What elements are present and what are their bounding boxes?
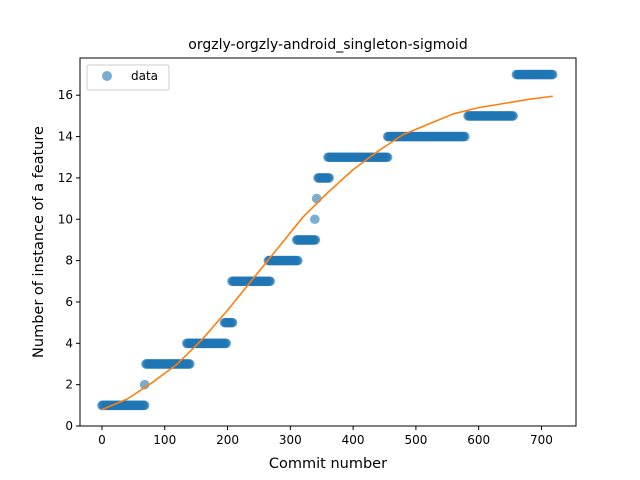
x-axis-label: Commit number xyxy=(269,456,387,472)
data-point xyxy=(382,152,393,163)
data-point xyxy=(221,338,232,349)
y-tick-label: 12 xyxy=(58,171,73,185)
x-tick-label: 500 xyxy=(404,433,427,447)
x-tick-label: 100 xyxy=(153,433,176,447)
data-point xyxy=(311,193,322,204)
legend: data xyxy=(86,64,170,91)
data-point xyxy=(185,359,195,369)
y-tick-label: 4 xyxy=(65,336,73,350)
plot-marks xyxy=(97,69,558,411)
x-tick-label: 600 xyxy=(467,433,490,447)
plot-frame xyxy=(79,57,577,427)
data-point xyxy=(460,131,470,142)
y-tick-label: 0 xyxy=(65,419,73,433)
x-tick-label: 300 xyxy=(279,433,302,447)
data-point xyxy=(265,276,276,287)
data-point xyxy=(324,173,335,183)
y-axis-label: Number of instance of a feature xyxy=(31,126,47,358)
data-point xyxy=(547,69,558,80)
data-point xyxy=(508,111,519,121)
data-point xyxy=(310,235,321,245)
y-tick-label: 14 xyxy=(58,130,73,144)
y-ticks: 0 2 4 6 8 10 12 14 16 xyxy=(58,88,80,433)
data-point xyxy=(310,214,320,225)
y-tick-label: 16 xyxy=(58,88,73,102)
y-tick-label: 8 xyxy=(65,254,73,268)
y-tick-label: 2 xyxy=(65,378,73,392)
data-point xyxy=(227,317,238,328)
data-point xyxy=(293,255,303,266)
legend-label-data: data xyxy=(131,69,158,83)
x-tick-label: 200 xyxy=(216,433,239,447)
x-tick-label: 0 xyxy=(98,433,106,447)
x-tick-label: 700 xyxy=(530,433,553,447)
chart-title: orgzly-orgzly-android_singleton-sigmoid xyxy=(188,37,467,53)
x-ticks: 0 100 200 300 400 500 600 700 xyxy=(98,426,553,447)
y-tick-label: 6 xyxy=(65,295,73,309)
data-point xyxy=(139,379,150,390)
x-tick-label: 400 xyxy=(342,433,365,447)
data-point xyxy=(139,400,150,411)
legend-marker-data xyxy=(102,71,112,81)
y-tick-label: 10 xyxy=(58,212,73,226)
fit-line xyxy=(101,95,553,411)
